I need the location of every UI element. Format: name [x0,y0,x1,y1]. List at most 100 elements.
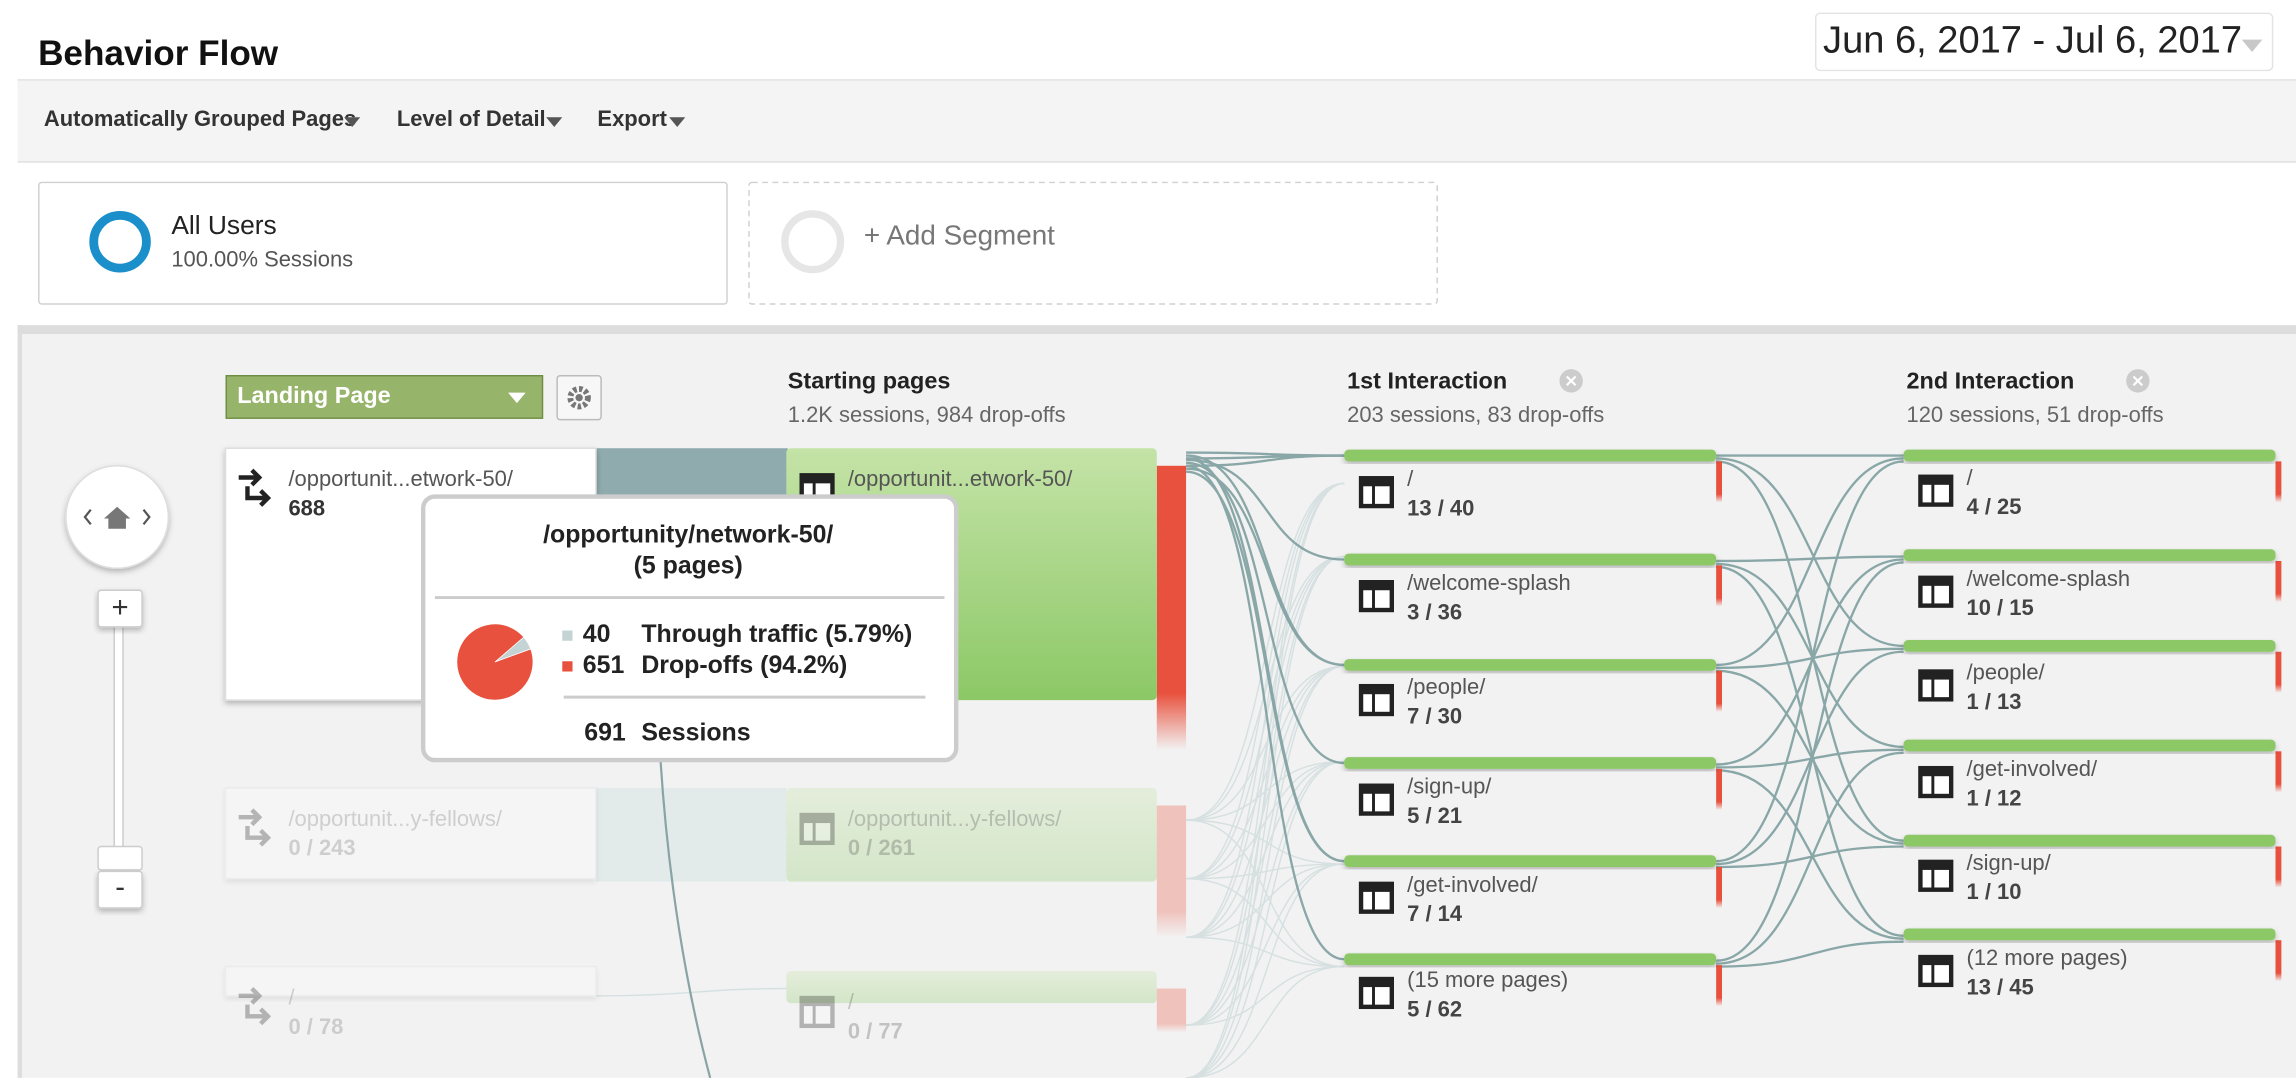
flow-link [1716,460,1904,842]
node-bar[interactable] [1344,855,1717,867]
node-label: /opportunit...etwork-50/ [288,466,513,491]
icon-pane [1374,793,1390,812]
faint-link [1186,555,1345,821]
node-label: /people/ [1407,674,1486,699]
arrow [245,1004,272,1026]
zoom-in[interactable] [97,589,143,628]
zoom-in-label[interactable]: + [112,591,129,624]
node-bar[interactable] [1903,640,2276,652]
tooltip-total-label: Sessions [641,718,750,746]
faint-link [1186,965,1345,1078]
arrow [245,486,272,507]
arrow [245,826,272,847]
legend-swatch [562,661,573,672]
flow-link [1716,457,1904,648]
node-value: 3 / 36 [1407,599,1462,624]
drop-off-bar [2275,651,2282,693]
add-segment-card[interactable] [748,181,1438,305]
toolbar-menu[interactable]: Automatically Grouped Pages [44,106,356,131]
add-segment[interactable]: + Add Segment [864,220,1055,251]
node-value: 7 / 30 [1407,703,1462,728]
toolbar-menu[interactable]: Export [597,106,667,131]
node-value: 13 / 45 [1967,974,2034,999]
node-bar[interactable] [1344,757,1717,769]
flow-link [1716,457,1904,667]
node-value: 1 / 10 [1967,879,2022,904]
node-bar[interactable] [1903,549,2276,561]
node-bar[interactable] [1903,928,2276,941]
faint-link [1186,760,1345,1078]
zoom-handle[interactable] [97,845,143,871]
node-bar[interactable] [1344,449,1717,462]
node-label: /get-involved/ [1967,756,2098,781]
flow-link [657,732,712,1078]
pan-right[interactable] [142,509,151,526]
landing-icon [238,986,272,1026]
node-bar[interactable] [1344,553,1717,566]
dimension-label[interactable]: Landing Page [237,382,390,408]
page-icon [1358,976,1394,1010]
faint-link [1186,863,1345,880]
icon-pane [815,1006,831,1024]
date-range-picker[interactable] [1814,12,2274,72]
drop-off-bar [2275,751,2282,793]
gear-icon [567,385,591,410]
page-icon [1918,859,1954,892]
faint-link [1186,863,1345,1078]
icon-pane [1934,965,1949,983]
node-value: 0 / 78 [288,1014,343,1039]
node-bar[interactable] [1344,953,1717,966]
drop-off-bar [1156,805,1187,938]
node-box[interactable] [786,970,1157,1004]
drop-off-bar [1716,867,1722,908]
faint-link [1186,482,1345,1026]
node-bar[interactable] [1903,449,2276,462]
icon-pane [1374,590,1390,608]
node-bar[interactable] [1903,739,2276,752]
zoom-out[interactable] [97,870,143,909]
flow-link [1716,940,1904,968]
node-bar[interactable] [1903,834,2276,847]
node-box[interactable] [224,787,597,880]
icon-pane [1922,776,1932,794]
faint-link [1186,482,1345,880]
node-value: 4 / 25 [1967,494,2022,519]
icon-pane [1363,694,1373,712]
column-title: 2nd Interaction [1907,368,2075,394]
node-box[interactable] [224,965,597,997]
faint-link [1186,555,1345,1078]
gear-hub [575,394,583,402]
drop-off-bar [2275,560,2282,602]
node-label: / [288,985,295,1010]
node-bar[interactable] [1344,659,1717,671]
page-icon [1918,954,1954,988]
column-title: 1st Interaction [1347,368,1507,394]
remove-x [2132,375,2144,387]
flow-link [1716,460,1904,863]
faint-link [1186,760,1345,939]
faint-link [1186,965,1345,1026]
page-icon [1358,783,1394,816]
drop-off-bar [1716,565,1722,607]
date-range[interactable]: Jun 6, 2017 - Jul 6, 2017 [1823,20,2242,62]
node-value: 0 / 261 [848,835,915,860]
toolbar-menu[interactable]: Level of Detail [397,106,546,131]
faint-link [1186,877,1345,968]
dimension-selector[interactable] [225,375,544,419]
pan-left[interactable] [83,509,92,526]
icon-pane [1934,585,1949,604]
dropdown-caret [2241,39,2263,52]
segment-donut [89,211,151,273]
faint-link [1186,936,1345,968]
zoom-out-label[interactable]: - [115,871,125,904]
segment-card[interactable] [38,181,728,305]
icon-pane [1363,891,1373,910]
page-icon [799,812,835,846]
tooltip-label: Through traffic (5.79%) [641,620,912,648]
icon-pane [1922,965,1932,983]
node-box[interactable] [786,787,1157,882]
flow-link [1716,555,1904,563]
page-icon [1358,881,1394,914]
toolbar [17,80,2296,162]
